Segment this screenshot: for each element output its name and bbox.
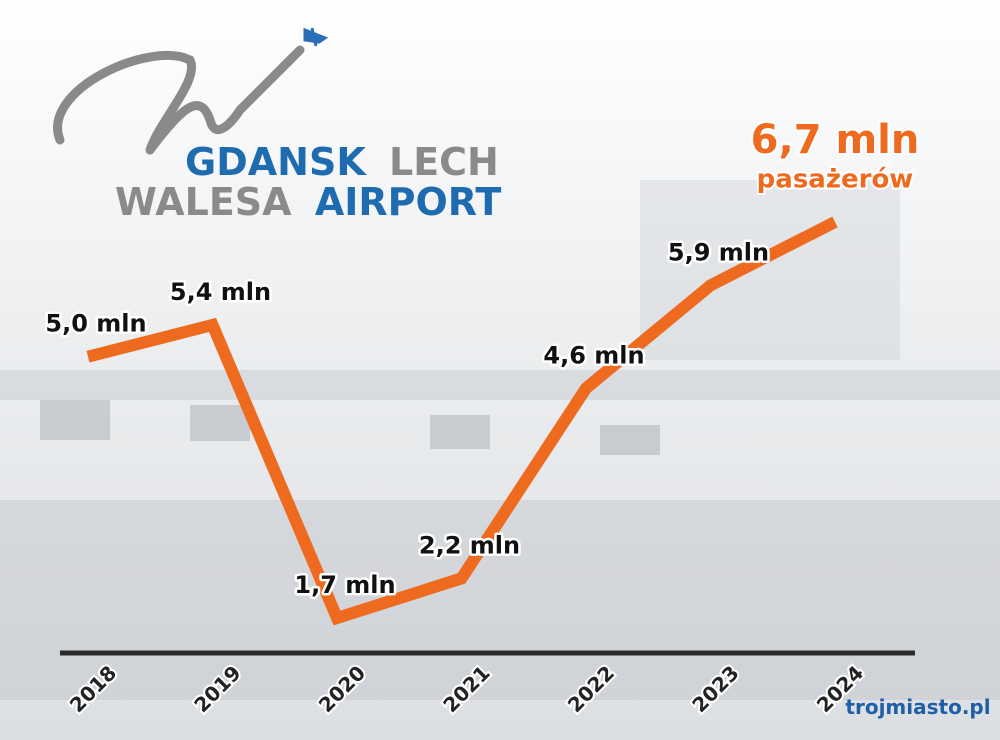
value-label: 5,0 mln <box>45 310 146 338</box>
value-label: 4,6 mln <box>543 341 644 369</box>
series-name: pasażerów <box>757 165 914 195</box>
value-label: 1,7 mln <box>294 571 395 599</box>
value-label: 5,4 mln <box>170 278 271 306</box>
photo-backdrop <box>0 180 1000 700</box>
watermark: trojmiasto.pl <box>845 695 990 719</box>
logo-word: WALESA <box>115 180 292 224</box>
value-label: 5,9 mln <box>668 238 769 266</box>
line-series <box>86 216 838 626</box>
logo-swoosh <box>53 45 305 155</box>
value-label: 6,7 mln <box>751 117 920 163</box>
logo-text: GDANSK LECH <box>185 140 499 184</box>
logo: GDANSK LECH WALESA AIRPORT <box>53 27 501 224</box>
logo-word: AIRPORT <box>315 180 502 224</box>
value-label: 2,2 mln <box>419 531 520 559</box>
logo-word: GDANSK <box>185 140 367 184</box>
logo-word: LECH <box>389 140 499 184</box>
logo-text: WALESA AIRPORT <box>115 180 501 224</box>
logo-plane <box>303 27 329 47</box>
